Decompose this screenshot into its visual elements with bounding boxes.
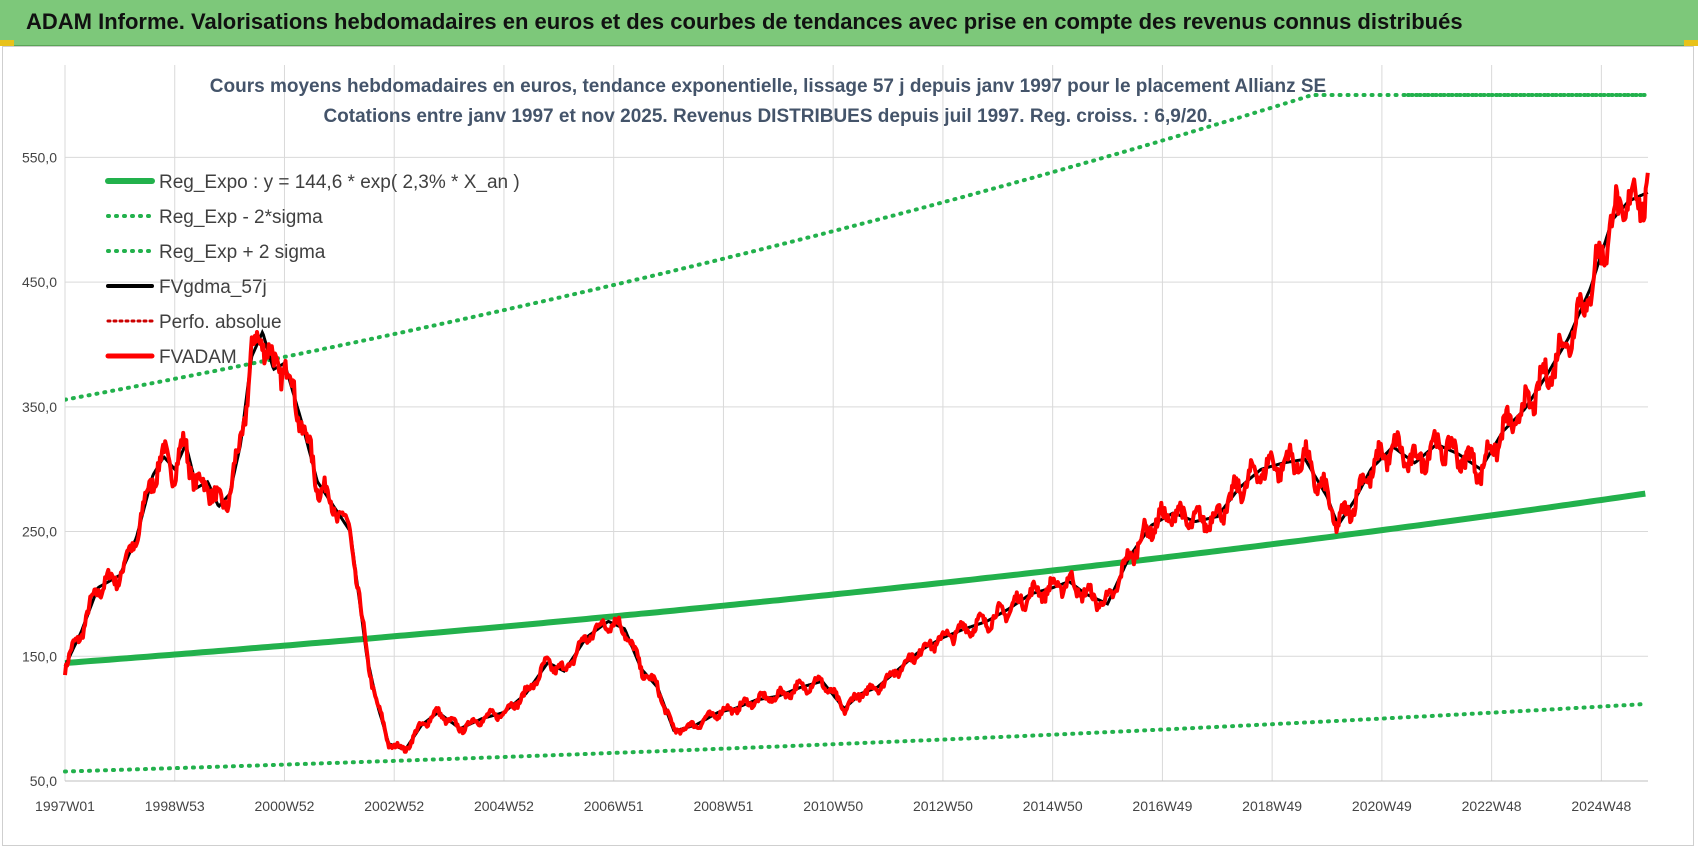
x-tick-label: 1997W01	[35, 798, 95, 814]
corner-marker-right	[1684, 40, 1698, 46]
x-tick-label: 2020W49	[1352, 798, 1412, 814]
chart-title-line2: Cotations entre janv 1997 et nov 2025. R…	[323, 106, 1212, 127]
legend-label: Reg_Expo : y = 144,6 * exp( 2,3% * X_an …	[159, 172, 520, 193]
y-tick-label: 50,0	[30, 773, 57, 789]
y-axis-ticks: 50,0 150,0 250,0 350,0 450,0 550,0	[22, 149, 57, 789]
y-tick-label: 150,0	[22, 648, 57, 664]
x-tick-label: 2004W52	[474, 798, 534, 814]
x-axis-ticks: 1997W01 1998W53 2000W52 2002W52 2004W52 2006W…	[35, 798, 1632, 814]
page-title: ADAM Informe. Valorisations hebdomadaire…	[26, 9, 1463, 34]
x-tick-label: 1998W53	[145, 798, 205, 814]
chart-frame	[2, 46, 1694, 846]
x-tick-label: 2002W52	[364, 798, 424, 814]
x-tick-label: 2016W49	[1132, 798, 1192, 814]
title-banner: ADAM Informe. Valorisations hebdomadaire…	[0, 0, 1698, 46]
legend-label: Reg_Exp + 2 sigma	[159, 242, 326, 263]
x-tick-label: 2018W49	[1242, 798, 1302, 814]
x-tick-label: 2000W52	[255, 798, 315, 814]
legend-label: FVgdma_57j	[159, 277, 267, 298]
y-tick-label: 350,0	[22, 399, 57, 415]
series-reg-exp-minus-2-sigma	[63, 702, 1648, 774]
chart-title-line1: Cours moyens hebdomadaires en euros, ten…	[210, 76, 1326, 97]
x-tick-label: 2008W51	[693, 798, 753, 814]
x-tick-label: 2024W48	[1571, 798, 1631, 814]
series-reg-exp-plus-2-sigma	[65, 93, 1648, 402]
x-tick-label: 2006W51	[584, 798, 644, 814]
x-tick-label: 2010W50	[803, 798, 863, 814]
y-tick-label: 250,0	[22, 524, 57, 540]
corner-marker-left	[0, 40, 14, 46]
series-reg-expo	[64, 490, 1646, 666]
legend: Reg_Expo : y = 144,6 * exp( 2,3% * X_an …	[105, 172, 520, 368]
legend-label: FVADAM	[159, 347, 237, 368]
y-tick-label: 450,0	[22, 274, 57, 290]
x-tick-label: 2012W50	[913, 798, 973, 814]
series	[63, 93, 1650, 774]
y-tick-label: 550,0	[22, 149, 57, 165]
legend-label: Reg_Exp - 2*sigma	[159, 207, 323, 228]
x-tick-label: 2014W50	[1023, 798, 1083, 814]
legend-label: Perfo. absolue	[159, 312, 282, 333]
series-fvgdma-57j	[63, 191, 1649, 752]
x-tick-label: 2022W48	[1462, 798, 1522, 814]
series-fvadam	[63, 172, 1650, 754]
